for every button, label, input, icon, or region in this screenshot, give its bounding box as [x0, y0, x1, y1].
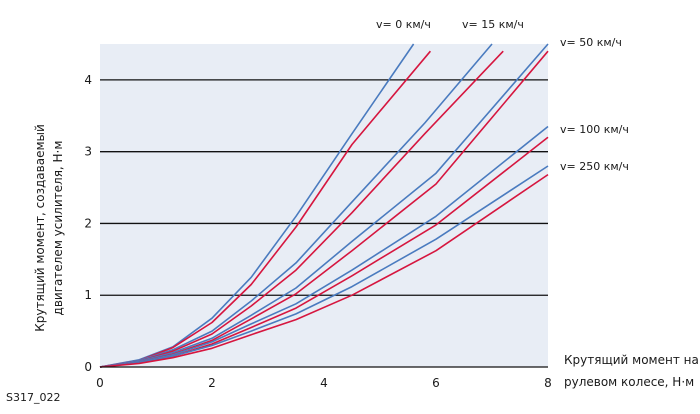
- y-tick-labels: 0 1 2 3 4: [84, 73, 92, 374]
- speed-labels: v= 0 км/ч v= 15 км/ч v= 50 км/ч v= 100 км/ч…: [376, 18, 629, 173]
- series-line-3-blue: [99, 43, 493, 368]
- speed-label-4: v= 100 км/ч: [560, 123, 629, 136]
- x-tick-label-4: 4: [320, 376, 328, 390]
- series-line-7-blue: [99, 125, 549, 368]
- y-tick-label-3: 3: [84, 145, 92, 159]
- x-tick-label-8: 8: [544, 376, 552, 390]
- grid-lines: [100, 79, 548, 296]
- speed-label-1: v= 0 км/ч: [376, 18, 431, 31]
- x-axis-title-line-2: рулевом колесе, Н·м: [564, 375, 694, 389]
- y-tick-label-1: 1: [84, 288, 92, 302]
- series-line-5-blue: [99, 43, 549, 368]
- series-lines: [99, 43, 549, 368]
- y-axis-title-line-2: двигателем усилителя, Н·м: [51, 141, 65, 316]
- series-line-10-red: [99, 173, 549, 368]
- series-line-9-blue: [99, 165, 549, 368]
- plot-area: [100, 44, 548, 367]
- figure-id: S317_022: [6, 391, 60, 404]
- y-axis-title-line-1: Крутящий момент, создаваемый: [33, 124, 47, 332]
- y-tick-label-0: 0: [84, 360, 92, 374]
- plot-background: [100, 44, 548, 367]
- y-tick-label-2: 2: [84, 216, 92, 230]
- x-tick-label-6: 6: [432, 376, 440, 390]
- x-tick-labels: 0 2 4 6 8: [96, 376, 552, 390]
- x-tick-label-0: 0: [96, 376, 104, 390]
- x-tick-label-2: 2: [208, 376, 216, 390]
- x-axis-title-line-1: Крутящий момент на: [564, 353, 699, 367]
- speed-label-3: v= 50 км/ч: [560, 36, 622, 49]
- y-tick-label-4: 4: [84, 73, 92, 87]
- speed-label-5: v= 250 км/ч: [560, 160, 629, 173]
- speed-label-2: v= 15 км/ч: [462, 18, 524, 31]
